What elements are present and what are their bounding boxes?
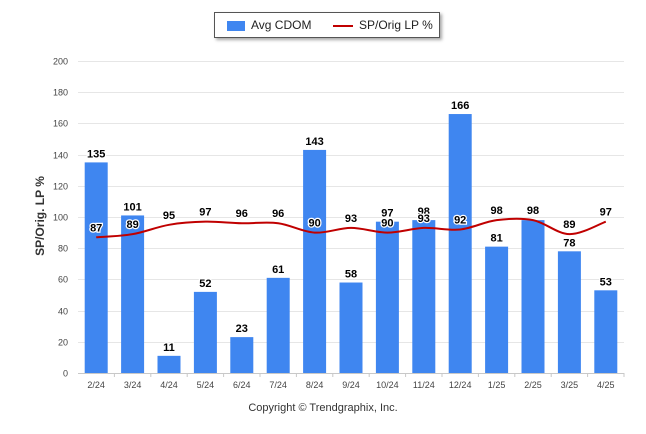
line-value-label: 92 [454,214,466,226]
x-axis: 2/24 3/24 4/24 5/24 6/24 7/24 8/24 9/24 10/24 11/… [78,373,625,390]
x-tick-label: 3/24 [124,380,142,390]
x-tick-label: 4/24 [160,380,178,390]
y-tick-label: 20 [58,338,68,348]
line-value-label: 90 [381,218,393,230]
y-tick-label: 80 [58,244,68,254]
bar [375,221,399,373]
line-value-label: 98 [527,205,539,217]
bar [230,337,254,373]
x-tick-label: 10/24 [376,380,399,390]
bar [557,251,581,373]
line-value-label: 90 [308,218,320,230]
sp-orig-lp-line [96,217,607,239]
copyright: Copyright © Trendgraphix, Inc. [248,402,398,414]
y-axis-title: SP/Orig. LP % [33,176,47,256]
x-tick-label: 6/24 [233,380,251,390]
line-value-label: 87 [90,222,102,234]
bar [448,114,472,373]
bar-value-label: 23 [236,323,248,335]
line-value-label: 89 [126,219,138,231]
legend: Avg CDOM SP/Orig LP % [214,12,440,38]
x-tick-label: 5/24 [197,380,215,390]
x-tick-label: 1/25 [488,380,506,390]
bar [121,215,145,373]
bar [157,355,181,373]
line-value-label: 93 [345,213,357,225]
line-value-label: 97 [600,207,612,219]
bar-value-label: 78 [563,237,575,249]
x-tick-label: 2/24 [87,380,105,390]
bar-series [84,114,618,373]
y-tick-label: 140 [53,151,68,161]
bar-value-label: 143 [305,136,323,148]
x-tick-label: 2/25 [524,380,542,390]
bar [339,282,363,373]
bar [266,277,290,373]
x-tick-label: 4/25 [597,380,615,390]
line-value-label: 93 [418,213,430,225]
bar-value-label: 166 [451,100,469,112]
line-value-label: 96 [272,208,284,220]
bar [521,220,545,373]
bar [412,220,436,373]
bar [485,246,509,373]
bar-value-label: 53 [600,276,612,288]
y-tick-label: 40 [58,307,68,317]
x-tick-label: 12/24 [449,380,472,390]
bar-value-label: 97 [381,208,393,220]
y-axis-ticks: 0 20 40 60 80 100 120 140 160 180 200 [53,57,68,379]
bar [84,162,108,373]
bar [193,291,217,373]
bar-value-label: 11 [163,342,175,354]
legend-label-sp: SP/Orig LP % [359,18,433,32]
bar-value-label: 98 [527,206,539,218]
y-tick-label: 160 [53,119,68,129]
bar-value-label: 81 [490,233,502,245]
bar-value-label: 98 [418,206,430,218]
x-tick-label: 8/24 [306,380,324,390]
bar-value-label: 135 [87,148,105,160]
y-tick-label: 200 [53,57,68,67]
legend-label-cdom: Avg CDOM [251,18,312,32]
line-value-label: 97 [199,207,211,219]
line-value-label: 98 [490,205,502,217]
legend-line-swatch [333,25,353,27]
y-tick-label: 100 [53,213,68,223]
line-value-label: 89 [563,219,575,231]
bar-value-label: 101 [123,201,141,213]
y-tick-label: 60 [58,275,68,285]
x-tick-label: 9/24 [342,380,360,390]
x-tick-label: 3/25 [561,380,579,390]
bar [303,149,327,373]
y-tick-label: 180 [53,88,68,98]
bar-value-label: 58 [345,269,357,281]
line-value-label: 96 [236,208,248,220]
bar-value-label: 61 [272,264,284,276]
bar [594,290,618,373]
bar-value-label: 52 [199,278,211,290]
x-tick-label: 11/24 [413,380,435,390]
y-tick-label: 120 [53,182,68,192]
legend-bar-swatch [227,21,245,31]
x-tick-label: 7/24 [269,380,287,390]
line-series [96,217,607,239]
y-tick-label: 0 [63,369,68,379]
line-value-label: 95 [163,210,175,222]
grid-lines [78,61,624,343]
